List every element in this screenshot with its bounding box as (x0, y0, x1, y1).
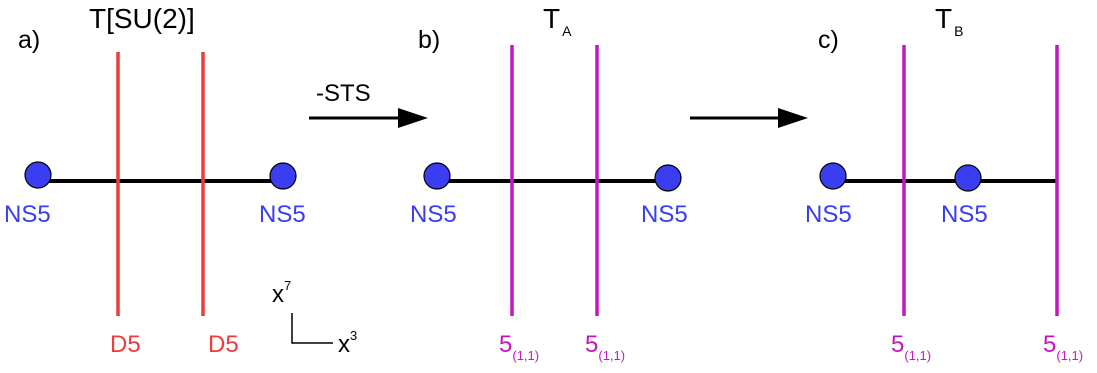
panel-a-label: a) (18, 26, 40, 54)
panel-b-ns5-label-left: NS5 (410, 201, 457, 228)
panel-c-label: c) (818, 26, 839, 54)
arrow-sts: -STS (309, 80, 428, 128)
axis-x7-label: x7 (272, 278, 291, 308)
panel-b-ns5-dot-right (654, 164, 682, 192)
panel-c-brane-label-right: 5(1,1) (1043, 331, 1083, 363)
panel-a-ns5-label-left: NS5 (4, 201, 51, 228)
panel-b-brane-label-left: 5(1,1) (499, 331, 539, 363)
arrow-second (690, 108, 808, 128)
panel-c-ns5-dot-middle (954, 164, 982, 192)
arrow-second-head (778, 108, 808, 128)
panel-a-d5-label-left: D5 (110, 331, 141, 358)
panel-a: a) T[SU(2)] NS5 NS5 D5 D5 (4, 3, 306, 358)
panel-a-ns5-dot-right (269, 162, 297, 190)
panel-c-ns5-label-left: NS5 (805, 201, 852, 228)
panel-a-title: T[SU(2)] (89, 3, 195, 34)
panel-b-ns5-dot-left (423, 162, 451, 190)
panel-b-ns5-label-right: NS5 (641, 201, 688, 228)
panel-c-ns5-dot-left (819, 162, 847, 190)
panel-b-brane-label-right: 5(1,1) (585, 331, 625, 363)
panel-a-ns5-dot-left (24, 161, 52, 189)
panel-b-label: b) (418, 26, 440, 54)
panel-a-d5-label-right: D5 (208, 331, 239, 358)
panel-c-ns5-label-middle: NS5 (941, 201, 988, 228)
axes-indicator: x7 x3 (272, 278, 357, 358)
axes-lines (291, 313, 333, 344)
arrow-sts-head (398, 108, 428, 128)
axis-x3-label: x3 (338, 328, 357, 358)
arrow-sts-label: -STS (316, 80, 371, 107)
panel-a-ns5-label-right: NS5 (259, 201, 306, 228)
panel-c-brane-label-left: 5(1,1) (891, 331, 931, 363)
